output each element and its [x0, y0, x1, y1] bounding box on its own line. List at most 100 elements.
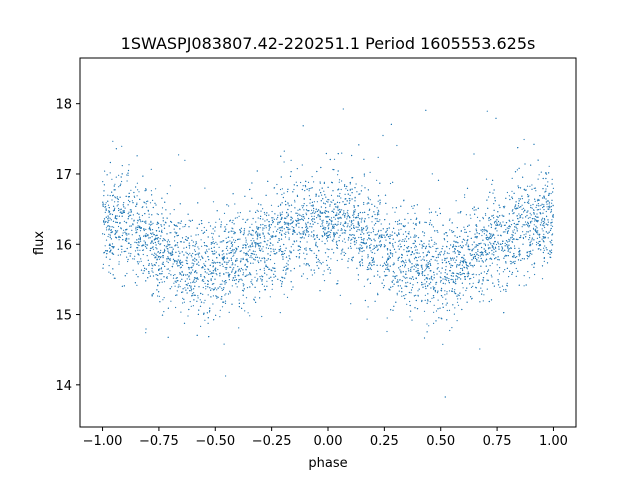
data-point	[117, 236, 120, 238]
data-point	[334, 206, 337, 208]
data-point	[144, 246, 147, 248]
data-point	[437, 290, 439, 292]
data-point	[213, 242, 215, 245]
data-point	[290, 252, 292, 254]
data-point	[178, 250, 180, 252]
data-point	[389, 235, 391, 237]
data-point	[224, 267, 226, 269]
data-point	[489, 265, 491, 267]
data-point	[529, 216, 531, 219]
data-point	[290, 211, 292, 213]
data-point	[149, 229, 152, 231]
data-point	[151, 253, 153, 255]
data-point	[326, 210, 328, 212]
data-point	[351, 259, 353, 261]
data-point	[322, 198, 324, 200]
data-point	[122, 232, 124, 234]
data-point	[133, 258, 135, 260]
data-point	[444, 257, 446, 259]
data-point	[212, 295, 214, 297]
data-point	[317, 261, 319, 263]
data-point	[152, 265, 154, 267]
data-point	[472, 256, 474, 258]
data-point	[522, 243, 524, 245]
data-point	[355, 183, 357, 185]
data-point	[214, 230, 216, 232]
data-point	[126, 232, 128, 234]
data-point	[237, 265, 239, 268]
data-point	[179, 280, 182, 282]
data-point	[191, 262, 193, 264]
data-point	[178, 154, 180, 156]
data-point	[367, 278, 369, 280]
data-point	[491, 262, 493, 264]
data-point	[530, 204, 532, 206]
data-point	[330, 219, 332, 221]
data-point	[379, 201, 381, 204]
data-point	[432, 295, 435, 297]
data-point	[470, 286, 473, 288]
data-point	[452, 251, 454, 253]
data-point	[116, 196, 118, 198]
data-point	[322, 219, 324, 221]
data-point	[547, 181, 549, 183]
data-point	[459, 244, 461, 247]
data-point	[118, 236, 120, 238]
data-point	[137, 249, 139, 251]
data-point	[206, 251, 208, 253]
data-point	[158, 242, 160, 244]
data-point	[461, 282, 463, 284]
data-point	[277, 278, 279, 280]
data-point	[423, 310, 426, 312]
data-point	[369, 247, 371, 249]
data-point	[551, 219, 553, 221]
data-point	[286, 211, 288, 214]
data-point	[143, 229, 145, 232]
data-point	[488, 252, 490, 254]
data-point	[285, 269, 287, 271]
data-point	[159, 238, 161, 240]
data-point	[385, 239, 387, 241]
data-point	[114, 207, 116, 209]
data-point	[196, 334, 198, 336]
data-point	[139, 230, 142, 232]
data-point	[116, 197, 118, 199]
data-point	[542, 230, 544, 232]
data-point	[414, 212, 416, 214]
data-point	[272, 221, 274, 223]
data-point	[287, 213, 289, 215]
data-point	[475, 252, 477, 254]
data-point	[130, 214, 132, 216]
data-point	[499, 267, 501, 269]
data-point	[230, 257, 232, 259]
data-point	[530, 206, 532, 209]
data-point	[257, 228, 259, 230]
data-point	[535, 190, 537, 192]
data-point	[377, 274, 379, 276]
data-point	[527, 194, 529, 196]
data-point	[490, 219, 492, 221]
data-point	[177, 234, 179, 236]
data-point	[107, 220, 109, 222]
data-point	[517, 238, 519, 241]
data-point	[410, 253, 413, 256]
data-point	[331, 201, 333, 203]
data-point	[378, 210, 380, 212]
data-point	[169, 259, 171, 261]
data-point	[255, 211, 257, 213]
data-point	[508, 225, 510, 227]
data-point	[228, 231, 230, 233]
data-point	[408, 291, 410, 294]
data-point	[212, 270, 214, 272]
data-point	[369, 199, 371, 201]
data-point	[493, 203, 495, 205]
data-point	[399, 243, 401, 245]
data-point	[537, 220, 540, 222]
data-point	[421, 272, 423, 274]
data-point	[315, 208, 317, 210]
data-point	[231, 241, 233, 243]
data-point	[328, 216, 330, 218]
data-point	[511, 177, 513, 179]
data-point	[148, 216, 150, 218]
